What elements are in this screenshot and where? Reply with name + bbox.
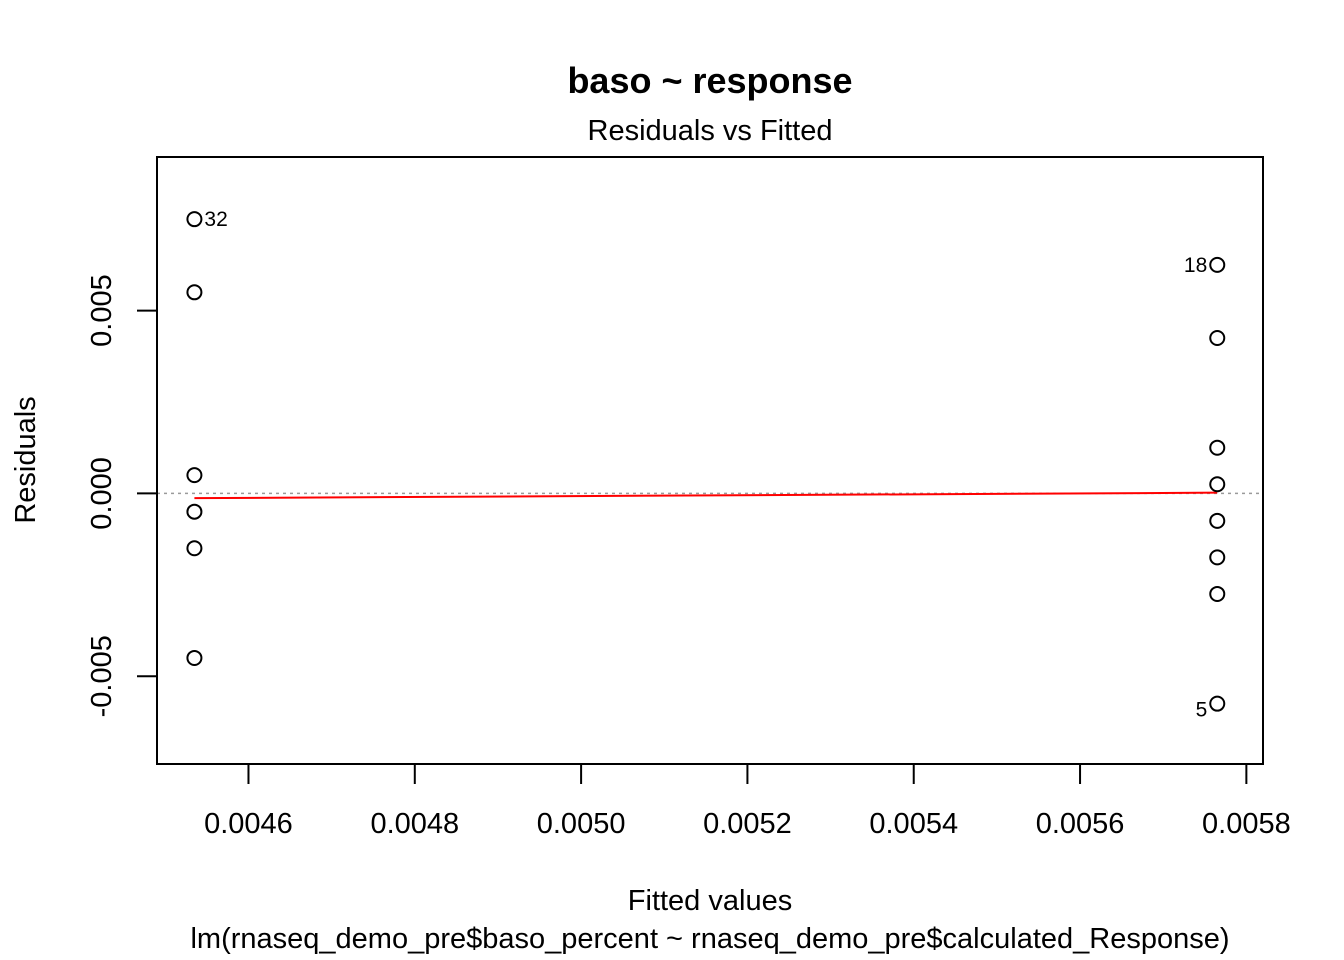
data-point: [1209, 256, 1226, 273]
y-tick-label: 0.000: [86, 457, 118, 530]
plot-frame: [156, 156, 1264, 765]
x-tick-label: 0.0046: [204, 808, 293, 840]
data-point: [186, 503, 203, 520]
data-point: [186, 649, 203, 666]
x-axis: 0.0046 0.0048 0.0050 0.0052 0.0054 0.0056 0.00…: [204, 763, 1291, 840]
data-point: [1209, 330, 1226, 347]
data-point: [186, 284, 203, 301]
data-point: [1209, 549, 1226, 566]
data-point: [1209, 476, 1226, 493]
x-axis-model-label: lm(rnaseq_demo_pre$baso_percent ~ rnaseq…: [190, 923, 1229, 955]
point-label: 32: [204, 208, 227, 231]
point-label: 18: [1184, 254, 1207, 277]
y-axis: -0.005 0.000 0.005: [86, 274, 158, 717]
data-point: [1209, 585, 1226, 602]
chart-subtitle: Residuals vs Fitted: [588, 115, 833, 147]
data-point: [1209, 439, 1226, 456]
chart-title: baso ~ response: [567, 60, 852, 101]
y-tick-label: 0.005: [86, 274, 118, 347]
y-tick-label: -0.005: [86, 635, 118, 717]
data-point: [186, 467, 203, 484]
x-tick-label: 0.0048: [370, 808, 459, 840]
data-point: [1209, 695, 1226, 712]
x-tick-label: 0.0050: [537, 808, 626, 840]
x-tick-label: 0.0058: [1202, 808, 1291, 840]
points-layer: [186, 211, 1226, 712]
data-point: [186, 211, 203, 228]
y-axis-label: Residuals: [10, 396, 42, 523]
point-label: 5: [1196, 699, 1208, 722]
data-point: [1209, 512, 1226, 529]
point-labels-layer: 32 18 5: [204, 208, 1207, 722]
data-point: [186, 540, 203, 557]
x-tick-label: 0.0052: [703, 808, 792, 840]
x-tick-label: 0.0054: [869, 808, 958, 840]
x-tick-label: 0.0056: [1036, 808, 1125, 840]
x-axis-label: Fitted values: [628, 885, 792, 917]
smooth-line-layer: [194, 491, 1218, 500]
smooth-line: [194, 491, 1218, 500]
